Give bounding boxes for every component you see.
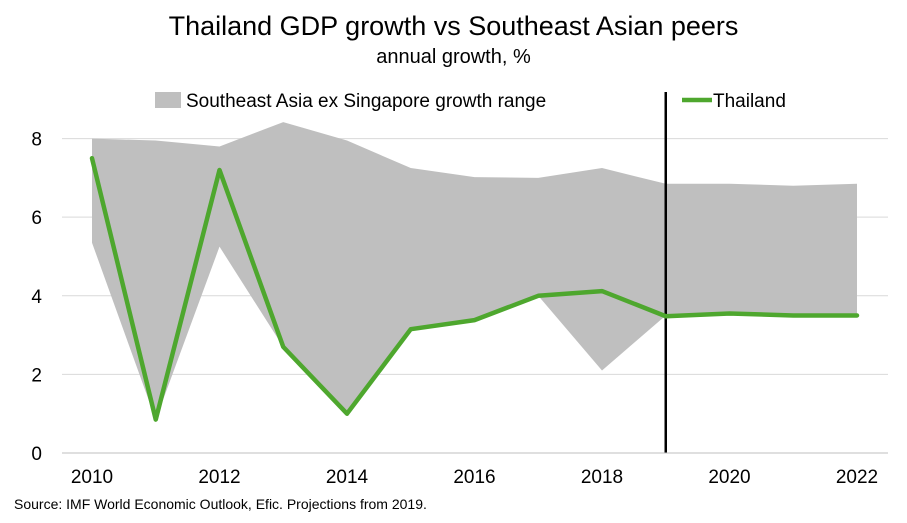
x-tick-label: 2012: [198, 467, 240, 488]
thailand-series: [89, 155, 860, 422]
y-tick-label: 8: [31, 130, 42, 151]
legend-range-label: Southeast Asia ex Singapore growth range: [186, 91, 546, 112]
y-tick-label: 6: [31, 208, 42, 229]
chart-subtitle: annual growth, %: [376, 46, 531, 68]
source-note: Source: IMF World Economic Outlook, Efic…: [14, 496, 427, 512]
x-tick-label: 2018: [581, 467, 623, 488]
y-tick-label: 0: [31, 444, 42, 465]
x-tick-label: 2014: [326, 467, 369, 488]
axes: 0 2 4 6 8 2010 2012 2014 2016 2018 2020 2022: [31, 130, 888, 488]
legend-thailand-label: Thailand: [713, 91, 786, 112]
range-area: [92, 122, 857, 420]
x-tick-label: 2022: [836, 467, 878, 488]
legend-range-swatch: [155, 92, 181, 108]
growth-range-area: [92, 122, 857, 420]
x-tick-label: 2020: [708, 467, 750, 488]
legend: Southeast Asia ex Singapore growth range…: [155, 91, 786, 112]
chart-title: Thailand GDP growth vs Southeast Asian p…: [168, 11, 739, 41]
x-tick-label: 2010: [71, 467, 113, 488]
x-tick-label: 2016: [453, 467, 495, 488]
y-tick-label: 4: [31, 287, 42, 308]
y-tick-label: 2: [31, 365, 42, 386]
